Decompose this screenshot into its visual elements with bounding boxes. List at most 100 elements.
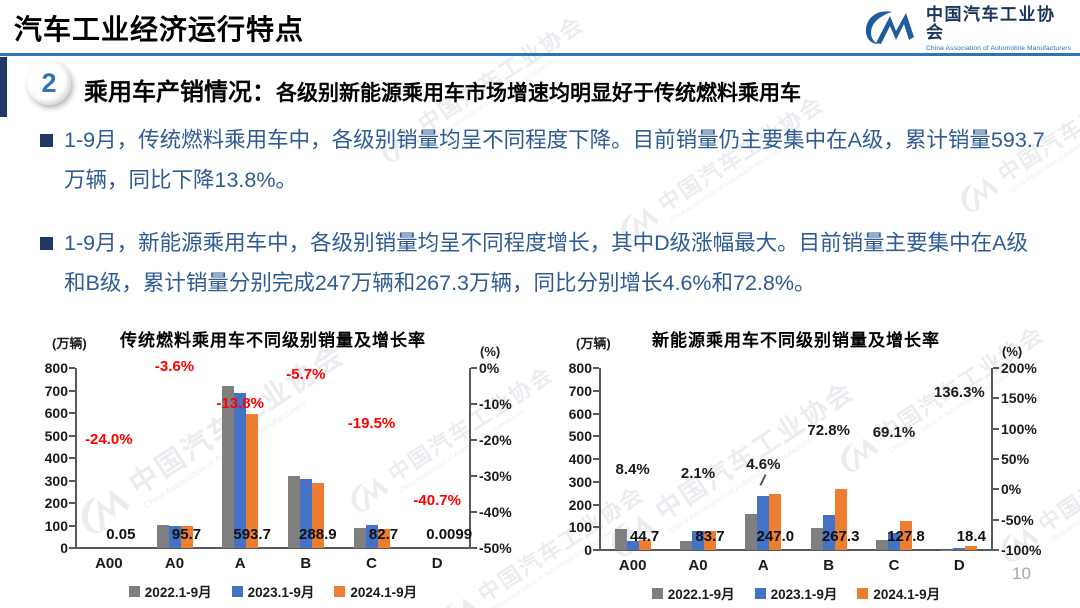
y2-axis-tick-label: -100%: [1001, 542, 1042, 558]
bullet-item: 1-9月，传统燃料乘用车中，各级别销量均呈不同程度下降。目前销量仍主要集中在A级…: [40, 121, 1048, 201]
legend-label: 2022.1-9月: [667, 587, 735, 602]
legend: 2022.1-9月 2023.1-9月 2024.1-9月: [76, 581, 470, 601]
bar-2024.1-9月-A0: [180, 526, 193, 548]
title-underline: [0, 53, 1080, 56]
y-axis-tick-label: 300: [568, 473, 592, 490]
y-axis-tick-label: 600: [44, 405, 68, 421]
bar-2023.1-9月-A0: [692, 531, 704, 550]
value-label: 593.7: [233, 526, 271, 543]
bar-2022.1-9月-A0: [156, 524, 169, 548]
growth-rate-label: -24.0%: [85, 431, 133, 449]
legend-swatch: [857, 587, 869, 599]
section-heading: 乘用车产销情况：各级别新能源乘用车市场增速均明显好于传统燃料乘用车: [84, 72, 801, 107]
y-axis-tick: [69, 457, 75, 459]
bar-2023.1-9月-C: [888, 532, 900, 550]
bullet-item: 1-9月，新能源乘用车中，各级别销量均呈不同程度增长，其中D级涨幅最大。目前销量…: [40, 224, 1048, 304]
cm-logo-icon: [862, 7, 918, 52]
bar-2022.1-9月-C: [353, 528, 366, 548]
bar-2022.1-9月-B: [810, 528, 823, 550]
value-label: 288.9: [299, 526, 337, 543]
right-axis-unit: (%): [1002, 344, 1023, 359]
bar-2023.1-9月-B: [822, 514, 835, 550]
y-axis-tick-label: 300: [44, 472, 68, 489]
left-axis-unit: (万辆): [52, 336, 87, 351]
value-label: 82.7: [368, 526, 399, 543]
value-label: 18.4: [956, 528, 986, 545]
chart-fuel-vehicles: 传统燃料乘用车不同级别销量及增长率 (万辆) (%) 800 700 600 500 400 3…: [40, 325, 535, 607]
legend-label: 2023.1-9月: [247, 585, 315, 600]
bar-2024.1-9月-B: [311, 482, 324, 548]
growth-rate-label: -5.7%: [286, 365, 326, 383]
y-axis-tick-label: 500: [44, 427, 68, 444]
bullet-list: 1-9月，传统燃料乘用车中，各级别销量均呈不同程度下降。目前销量仍主要集中在A级…: [40, 121, 1048, 304]
y2-axis-tick: [993, 518, 999, 521]
legend-item: 2022.1-9月: [128, 581, 212, 601]
association-logo: 中国汽车工业协会 China Association of Automobile…: [862, 4, 1072, 52]
legend: 2022.1-9月 2023.1-9月 2024.1-9月: [600, 583, 992, 603]
y-axis-tick-label: 700: [568, 382, 592, 399]
y2-axis-tick-label: 0%: [1001, 481, 1022, 498]
growth-rate-label: 136.3%: [933, 383, 985, 401]
y-axis-tick-label: 600: [568, 405, 592, 422]
growth-rate-label: 69.1%: [872, 424, 916, 442]
y2-axis-tick-label: -20%: [479, 432, 512, 448]
y-axis-tick: [69, 389, 75, 392]
value-label: 83.7: [695, 528, 725, 545]
legend-item: 2023.1-9月: [231, 581, 315, 601]
y2-axis-tick-label: -50%: [1001, 511, 1034, 528]
bar-2024.1-9月-C: [377, 529, 390, 548]
bar-2023.1-9月-A0: [168, 525, 181, 548]
bottom-axis-line: [75, 547, 471, 549]
bullet-square-icon: [40, 236, 53, 250]
y2-axis-tick: [471, 547, 477, 549]
y2-axis-tick-label: -40%: [479, 504, 512, 520]
y-axis-tick-label: 200: [44, 495, 68, 511]
right-axis-unit: (%): [480, 344, 501, 359]
value-label: 247.0: [756, 528, 795, 545]
bar-2022.1-9月-C: [876, 540, 888, 550]
y-axis-tick: [69, 367, 75, 369]
category-label: B: [300, 555, 312, 572]
category-label: A00: [95, 555, 123, 572]
category-label: A0: [688, 557, 708, 574]
label-leader-line: [759, 473, 767, 486]
bottom-axis-line: [599, 549, 993, 551]
y-axis-tick-label: 400: [44, 450, 68, 466]
y-axis-tick: [69, 502, 75, 504]
right-axis-line: [469, 368, 471, 548]
y-axis-tick-label: 200: [568, 496, 592, 513]
y2-axis-tick: [471, 403, 477, 405]
y-axis-tick: [593, 435, 599, 438]
value-label: 44.7: [630, 528, 660, 545]
bar-2024.1-9月-C: [900, 520, 912, 550]
y2-axis-tick: [471, 439, 477, 441]
legend-swatch: [651, 587, 663, 599]
y2-axis-tick-label: 50%: [1001, 451, 1030, 467]
logo-name-cn: 中国汽车工业协会: [926, 4, 1056, 43]
bullet-text: 1-9月，传统燃料乘用车中，各级别销量均呈不同程度下降。目前销量仍主要集中在A级…: [64, 128, 1045, 192]
section-number-badge: 2: [27, 61, 71, 105]
legend-item: 2023.1-9月: [754, 583, 838, 603]
y2-axis-tick-label: -50%: [479, 540, 512, 556]
legend-label: 2022.1-9月: [144, 585, 212, 600]
y2-axis-tick: [993, 367, 999, 369]
y2-axis-tick-label: -10%: [479, 396, 512, 412]
growth-rate-label: 4.6%: [746, 455, 781, 473]
y-axis-tick: [593, 480, 599, 483]
legend-swatch: [334, 585, 346, 597]
value-label: 0.05: [106, 526, 136, 543]
y2-axis-tick-label: 100%: [1001, 420, 1037, 437]
growth-rate-label: 2.1%: [680, 465, 716, 483]
y-axis-tick: [593, 526, 599, 529]
category-label: C: [366, 555, 377, 572]
category-label: A: [234, 555, 246, 572]
growth-rate-label: -13.8%: [216, 394, 264, 412]
bar-2023.1-9月-A: [757, 496, 770, 550]
value-label: 267.3: [821, 528, 860, 545]
chart-title: 传统燃料乘用车不同级别销量及增长率: [120, 331, 426, 350]
y-axis-tick-label: 0: [584, 542, 592, 558]
y-axis-tick: [593, 503, 599, 506]
legend-label: 2023.1-9月: [770, 587, 838, 602]
value-label: 95.7: [171, 526, 202, 543]
y-axis-tick: [593, 458, 599, 460]
